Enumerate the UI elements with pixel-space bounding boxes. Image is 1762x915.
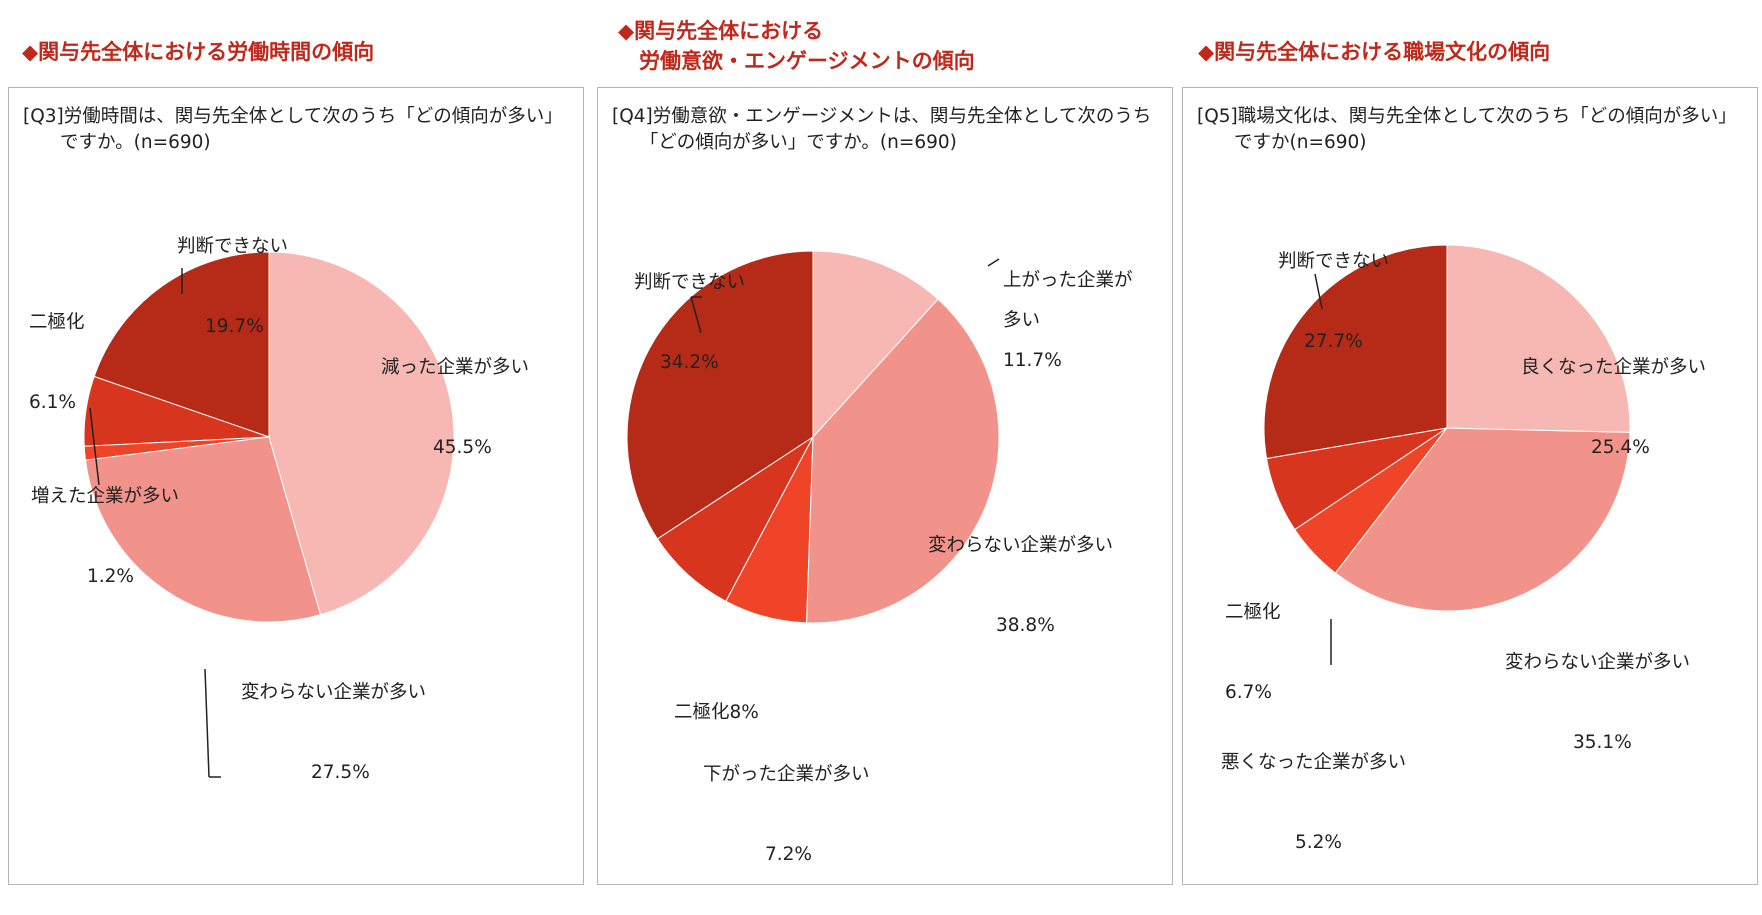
pie-label-improved: 良くなった企業が多い 25.4% bbox=[1521, 308, 1706, 508]
slice-label: 下がった企業が多い bbox=[703, 764, 870, 785]
slice-value: 1.2% bbox=[87, 566, 134, 587]
slice-value: 35.1% bbox=[1573, 732, 1632, 753]
pie-label-unchanged: 変わらない企業が多い 38.8% bbox=[928, 486, 1113, 686]
chart-heading-engagement: ◆関与先全体における 労働意欲・エンゲージメントの傾向 bbox=[618, 19, 975, 73]
slice-label: 減った企業が多い bbox=[381, 357, 530, 378]
slice-value: 38.8% bbox=[996, 615, 1055, 636]
chart-panel-workplace-culture: [Q5]職場文化は、関与先全体として次のうち「どの傾向が多い」 ですか(n=69… bbox=[1182, 87, 1758, 885]
pie-slice-0 bbox=[812, 250, 939, 439]
chart-panel-working-hours: [Q3]労働時間は、関与先全体として次のうち「どの傾向が多い」 ですか。(n=6… bbox=[8, 87, 584, 885]
pie-label-undecided: 判断できない 19.7% bbox=[177, 187, 288, 387]
slice-label: 変わらない企業が多い bbox=[241, 682, 427, 703]
slice-value: 34.2% bbox=[660, 352, 719, 373]
slice-label: 二極化 bbox=[29, 312, 85, 333]
pie-label-polarized: 二極化8% bbox=[674, 653, 759, 733]
chart-question: [Q4]労働意欲・エンゲージメントは、関与先全体として次のうち 「どの傾向が多い… bbox=[612, 106, 1152, 153]
leader-line bbox=[690, 296, 702, 334]
chart-question: [Q3]労働時間は、関与先全体として次のうち「どの傾向が多い」 ですか。(n=6… bbox=[23, 106, 563, 153]
pie-label-rose: 上がった企業が 多い 11.7% bbox=[1003, 181, 1133, 421]
chart-heading-working-hours: ◆関与先全体における労働時間の傾向 bbox=[22, 40, 375, 64]
slice-label: 判断できない bbox=[177, 236, 289, 257]
pie-chart bbox=[626, 250, 1000, 624]
pie-slice-1 bbox=[1334, 427, 1631, 612]
slice-value: 7.2% bbox=[765, 844, 812, 865]
leader-line bbox=[89, 407, 100, 486]
slice-label: 良くなった企業が多い bbox=[1521, 357, 1707, 378]
slice-label: 判断できない bbox=[1278, 251, 1390, 272]
chart-heading-workplace-culture: ◆関与先全体における職場文化の傾向 bbox=[1198, 40, 1551, 64]
pie-slice-3 bbox=[656, 436, 814, 603]
pie-slice-0 bbox=[1446, 244, 1631, 433]
pie-label-unchanged: 変わらない企業が多い 27.5% bbox=[241, 633, 426, 833]
pie-label-undecided: 判断できない 34.2% bbox=[634, 223, 745, 423]
pie-label-worsened: 悪くなった企業が多い 5.2% bbox=[1221, 703, 1406, 903]
slice-label: 変わらない企業が多い bbox=[1505, 652, 1691, 673]
pie-label-increased: 増えた企業が多い 1.2% bbox=[31, 437, 179, 637]
slice-value: 27.7% bbox=[1304, 331, 1363, 352]
slice-value: 6.7% bbox=[1225, 682, 1272, 703]
leader-line bbox=[204, 668, 210, 778]
slice-label: 増えた企業が多い bbox=[31, 486, 180, 507]
pie-label-unchanged: 変わらない企業が多い 35.1% bbox=[1505, 603, 1690, 803]
slice-value: 8% bbox=[729, 702, 759, 723]
slice-label: 変わらない企業が多い bbox=[928, 535, 1114, 556]
pie-chart bbox=[1263, 244, 1631, 665]
slice-label: 判断できない bbox=[634, 272, 746, 293]
slice-value: 19.7% bbox=[205, 316, 264, 337]
pie-slice-1 bbox=[84, 436, 322, 623]
slice-value: 45.5% bbox=[433, 437, 492, 458]
leader-line bbox=[987, 258, 1000, 267]
pie-label-polarized: 二極化 6.1% bbox=[29, 263, 85, 463]
slice-value: 5.2% bbox=[1295, 832, 1342, 853]
pie-label-undecided: 判断できない 27.7% bbox=[1278, 202, 1389, 402]
slice-label: 悪くなった企業が多い bbox=[1221, 752, 1407, 773]
slice-value: 11.7% bbox=[1003, 350, 1062, 371]
pie-label-polarized: 二極化 6.7% bbox=[1225, 553, 1281, 753]
pie-label-fell: 下がった企業が多い 7.2% bbox=[703, 715, 870, 915]
pie-slice-4 bbox=[93, 251, 270, 438]
chart-question: [Q5]職場文化は、関与先全体として次のうち「どの傾向が多い」 ですか(n=69… bbox=[1197, 106, 1737, 153]
slice-value: 6.1% bbox=[29, 392, 76, 413]
slice-label: 二極化 bbox=[674, 702, 730, 723]
pie-slice-0 bbox=[268, 251, 455, 616]
leader-line bbox=[1314, 273, 1323, 310]
slice-label: 二極化 bbox=[1225, 602, 1281, 623]
pie-chart bbox=[83, 251, 455, 778]
slice-value: 25.4% bbox=[1591, 437, 1650, 458]
slice-label-text: 上がった企業が 多い bbox=[1003, 270, 1133, 331]
pie-slice-1 bbox=[806, 298, 1000, 624]
chart-panel-engagement: [Q4]労働意欲・エンゲージメントは、関与先全体として次のうち 「どの傾向が多い… bbox=[597, 87, 1173, 885]
slice-label: 上がった企業が 多い 11.7% bbox=[1003, 221, 1133, 381]
pie-label-decreased: 減った企業が多い 45.5% bbox=[381, 308, 529, 508]
pie-slice-4 bbox=[1263, 244, 1448, 460]
slice-value: 27.5% bbox=[311, 762, 370, 783]
